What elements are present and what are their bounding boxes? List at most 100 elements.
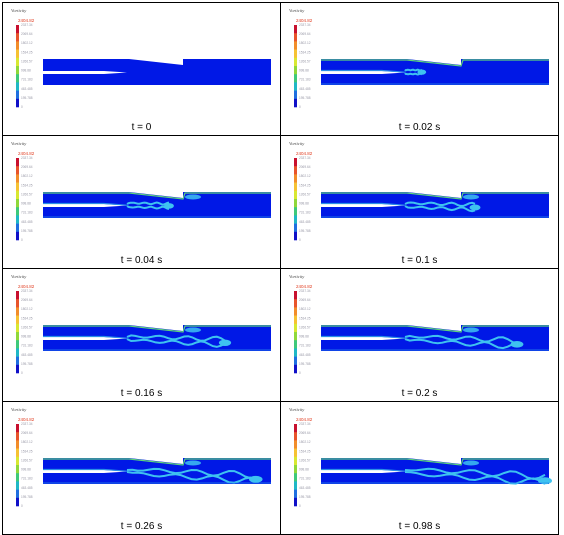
channel-domain [43, 192, 271, 218]
splitter-plate [321, 71, 405, 74]
legend-tick-label: 0 [21, 105, 23, 109]
legend-title: Vorticity [289, 407, 304, 412]
snapshot-panel-7: Vorticity 2404.82 2337.34 2069.64 1802.12 153… [2, 401, 281, 535]
wall-shear-layer [43, 458, 271, 466]
legend-tick-label: 1266.57 [299, 192, 311, 196]
legend-tick-label: 195.788 [21, 495, 33, 499]
legend-swatch [16, 182, 19, 192]
legend-swatch [294, 481, 297, 490]
legend-tick-label: 2337.34 [299, 289, 311, 293]
snapshot-panel-8: Vorticity 2404.82 2337.34 2069.64 1802.12 153… [280, 401, 559, 535]
legend-tick-label: 1534.25 [21, 183, 33, 187]
legend-tick-label: 1266.57 [21, 59, 33, 63]
legend-swatch [294, 448, 297, 458]
flow-domain [43, 458, 271, 484]
splitter-plate [43, 204, 127, 207]
legend-tick-label: 463.485 [21, 220, 33, 224]
legend-max-value: 2404.82 [296, 284, 313, 289]
legend-swatch [294, 74, 297, 83]
legend-swatch [294, 33, 297, 42]
legend-swatch [16, 440, 19, 449]
legend-tick-label: 2069.64 [299, 165, 311, 169]
legend-swatch [16, 215, 19, 224]
legend-tick-label: 2337.34 [21, 422, 33, 426]
legend-swatch [16, 497, 19, 507]
legend-swatch [16, 489, 19, 499]
legend-swatch [294, 473, 297, 482]
legend-tick-label: 998.88 [299, 335, 309, 339]
legend-max-value: 2404.82 [296, 18, 313, 23]
channel-domain [321, 458, 552, 485]
splitter-plate [321, 337, 405, 340]
legend-tick-label: 195.788 [21, 229, 33, 233]
legend-tick-label: 998.88 [299, 202, 309, 206]
recirculation-bubble [185, 327, 201, 333]
legend-title: Vorticity [11, 8, 26, 13]
legend-swatch [16, 98, 19, 108]
legend-tick-label: 195.788 [299, 96, 311, 100]
legend-tick-label: 0 [299, 504, 301, 508]
legend-swatch [16, 432, 19, 441]
legend-swatch [294, 90, 297, 100]
splitter-plate [321, 470, 405, 473]
legend-swatch [294, 231, 297, 241]
legend-tick-label: 731.183 [299, 211, 311, 215]
legend-swatch [16, 223, 19, 233]
legend-max-value: 2404.82 [18, 151, 35, 156]
legend-swatch [16, 448, 19, 458]
snapshot-panel-6: Vorticity 2404.82 2337.34 2069.64 1802.12 153… [280, 268, 559, 402]
splitter-shear-layer [321, 202, 406, 206]
legend-swatch [16, 465, 19, 474]
legend-swatch [16, 74, 19, 83]
legend-swatch [294, 332, 297, 341]
legend-max-value: 2404.82 [296, 151, 313, 156]
splitter-shear-layer [321, 468, 406, 472]
legend-tick-label: 463.485 [21, 87, 33, 91]
flow-domain [43, 59, 271, 85]
vortex-head [249, 475, 263, 483]
time-caption: t = 0.1 s [401, 255, 438, 266]
legend-tick-label: 463.485 [21, 353, 33, 357]
legend-tick-label: 1534.25 [299, 183, 311, 187]
legend-swatch [294, 66, 297, 75]
recirculation-bubble [185, 194, 201, 200]
legend-swatch [16, 174, 19, 183]
legend-swatch [294, 49, 297, 59]
legend-tick-label: 2337.34 [299, 422, 311, 426]
legend-tick-label: 998.88 [21, 202, 31, 206]
wall-shear-layer [321, 192, 549, 200]
legend-tick-label: 195.788 [21, 362, 33, 366]
legend-tick-label: 731.183 [21, 477, 33, 481]
legend-tick-label: 463.485 [299, 353, 311, 357]
legend-tick-label: 1802.12 [21, 41, 33, 45]
time-caption: t = 0.98 s [398, 521, 441, 532]
legend-swatch [294, 158, 297, 167]
legend-swatch [16, 158, 19, 167]
legend-tick-label: 1534.25 [21, 316, 33, 320]
legend-swatch [294, 356, 297, 366]
legend-swatch [294, 456, 297, 466]
legend-tick-label: 2337.34 [21, 23, 33, 27]
legend-swatch [16, 323, 19, 333]
splitter-shear-layer [43, 335, 128, 339]
channel-domain [43, 458, 271, 484]
legend-tick-label: 195.788 [299, 229, 311, 233]
legend-swatch [16, 41, 19, 50]
legend-swatch [294, 340, 297, 349]
legend-tick-label: 731.183 [299, 477, 311, 481]
legend-tick-label: 1534.25 [299, 316, 311, 320]
legend-swatch [294, 348, 297, 357]
legend-swatch [294, 98, 297, 108]
legend-tick-label: 463.485 [299, 87, 311, 91]
legend-swatch [294, 25, 297, 34]
legend-swatch [294, 307, 297, 316]
legend-swatch [294, 497, 297, 507]
legend-swatch [294, 207, 297, 216]
legend-swatch [294, 166, 297, 175]
legend-swatch [16, 57, 19, 67]
legend-tick-label: 998.88 [299, 468, 309, 472]
